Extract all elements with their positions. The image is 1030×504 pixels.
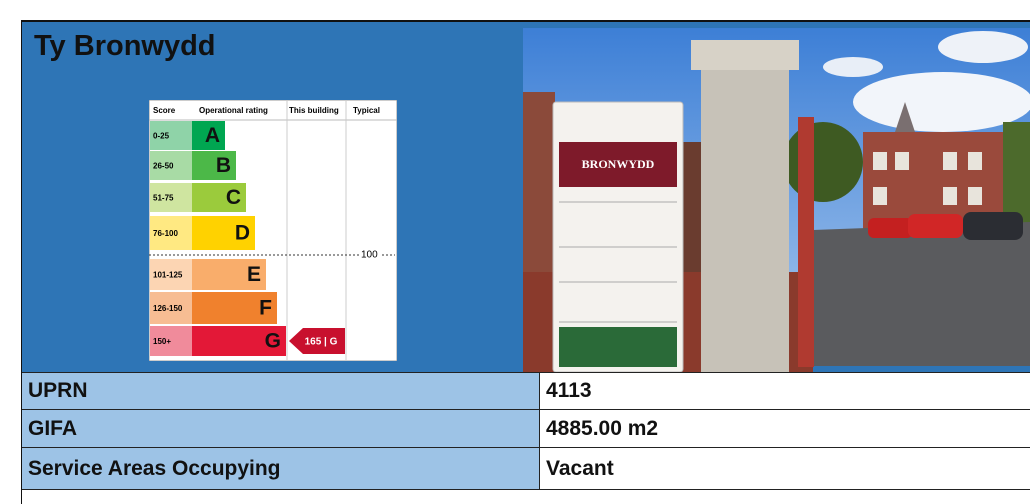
row-value: Vacant [540, 448, 1030, 490]
row-value: 4885.00 m2 [540, 410, 1030, 448]
band-score: 126-150 [153, 304, 183, 313]
band-letter: E [247, 263, 261, 286]
title: Ty Bronwydd [34, 30, 216, 63]
band-letter: F [259, 297, 272, 320]
band-letter: D [235, 222, 250, 245]
band-score: 51-75 [153, 194, 174, 203]
band-score: 150+ [153, 337, 171, 346]
band-letter: G [265, 330, 281, 353]
this-building-label: 165 | G [305, 337, 338, 348]
column-header: Score [153, 106, 176, 115]
column-header: Operational rating [199, 106, 268, 115]
rating-chart: Score Operational rating This building Typi… [149, 100, 397, 361]
row-value: 4113 [540, 372, 1030, 410]
sign-text: BRONWYDD [582, 157, 655, 171]
photo: BRONWYDD [523, 22, 1030, 372]
band-score: 0-25 [153, 132, 170, 141]
band-score: 26-50 [153, 162, 174, 171]
row-label: Service Areas Occupying [22, 448, 540, 490]
band-letter: A [205, 124, 220, 147]
page: Ty Bronwydd Score Operational rating This … [0, 0, 1030, 504]
band-score: 101-125 [153, 271, 183, 280]
band-letter: C [226, 186, 241, 209]
column-header: Typical [353, 106, 380, 115]
column-header: This building [289, 106, 339, 115]
typical-label: 100 [361, 250, 378, 261]
band-score: 76-100 [153, 229, 178, 238]
row-label: UPRN [22, 372, 540, 410]
band-letter: B [216, 154, 231, 177]
row-label: GIFA [22, 410, 540, 448]
